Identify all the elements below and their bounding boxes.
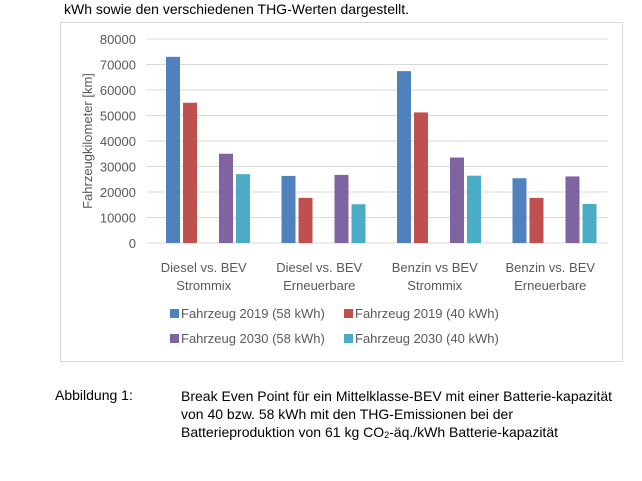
bar	[351, 204, 366, 243]
caption-text: Break Even Point für ein Mittelklasse-BE…	[181, 388, 613, 440]
bar	[281, 175, 296, 243]
bar	[334, 174, 349, 243]
y-tick-label: 40000	[100, 134, 136, 149]
legend-label: Fahrzeug 2030 (40 kWh)	[355, 331, 499, 346]
x-tick-label: Diesel vs. BEV	[161, 260, 247, 275]
bar	[582, 203, 597, 243]
bar	[166, 56, 180, 243]
y-tick-label: 80000	[100, 32, 136, 47]
y-tick-label: 60000	[100, 83, 136, 98]
bar	[298, 197, 313, 243]
legend-swatch	[344, 334, 353, 343]
caption-text-end: -äq./kWh Batterie-kapazität	[389, 424, 558, 440]
legend-label: Fahrzeug 2019 (58 kWh)	[181, 306, 325, 321]
body-text-fragment: kWh sowie den verschiedenen THG-Werten d…	[64, 1, 409, 17]
bar	[414, 112, 428, 243]
caption-subscript: 2	[384, 430, 390, 440]
legend-label: Fahrzeug 2019 (40 kWh)	[355, 306, 499, 321]
y-tick-label: 20000	[100, 185, 136, 200]
legend-swatch	[344, 309, 353, 318]
y-tick-label: 50000	[100, 109, 136, 124]
bar	[467, 175, 481, 243]
bar	[183, 102, 197, 243]
legend-label: Fahrzeug 2030 (58 kWh)	[181, 331, 325, 346]
bar	[450, 157, 464, 243]
x-tick-label: Strommix	[407, 278, 462, 293]
figure-label: Abbildung 1:	[55, 387, 133, 403]
y-tick-label: 70000	[100, 58, 136, 73]
x-tick-label: Benzin vs BEV	[392, 260, 478, 275]
bar	[397, 71, 411, 243]
legend-swatch	[170, 309, 179, 318]
y-tick-label: 0	[129, 236, 136, 251]
x-tick-label: Diesel vs. BEV	[276, 260, 362, 275]
y-tick-label: 30000	[100, 160, 136, 175]
bar	[529, 197, 544, 243]
figure-caption: Break Even Point für ein Mittelklasse-BE…	[181, 387, 621, 444]
bar	[565, 176, 580, 243]
x-tick-label: Strommix	[176, 278, 231, 293]
bar	[219, 153, 233, 243]
bar	[512, 178, 527, 243]
y-axis-label: Fahrzeugkilometer [km]	[80, 73, 95, 209]
x-tick-label: Erneuerbare	[283, 278, 355, 293]
x-tick-label: Benzin vs. BEV	[505, 260, 595, 275]
bar	[236, 174, 250, 243]
x-tick-label: Erneuerbare	[514, 278, 586, 293]
chart-frame	[60, 22, 623, 362]
y-tick-label: 10000	[100, 211, 136, 226]
legend-swatch	[170, 334, 179, 343]
